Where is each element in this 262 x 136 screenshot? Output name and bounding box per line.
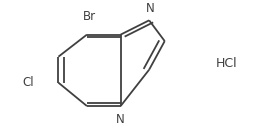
Text: N: N <box>146 2 155 15</box>
Text: N: N <box>116 112 125 126</box>
Text: Br: Br <box>83 10 96 23</box>
Text: HCl: HCl <box>216 57 238 70</box>
Text: Cl: Cl <box>23 76 34 89</box>
